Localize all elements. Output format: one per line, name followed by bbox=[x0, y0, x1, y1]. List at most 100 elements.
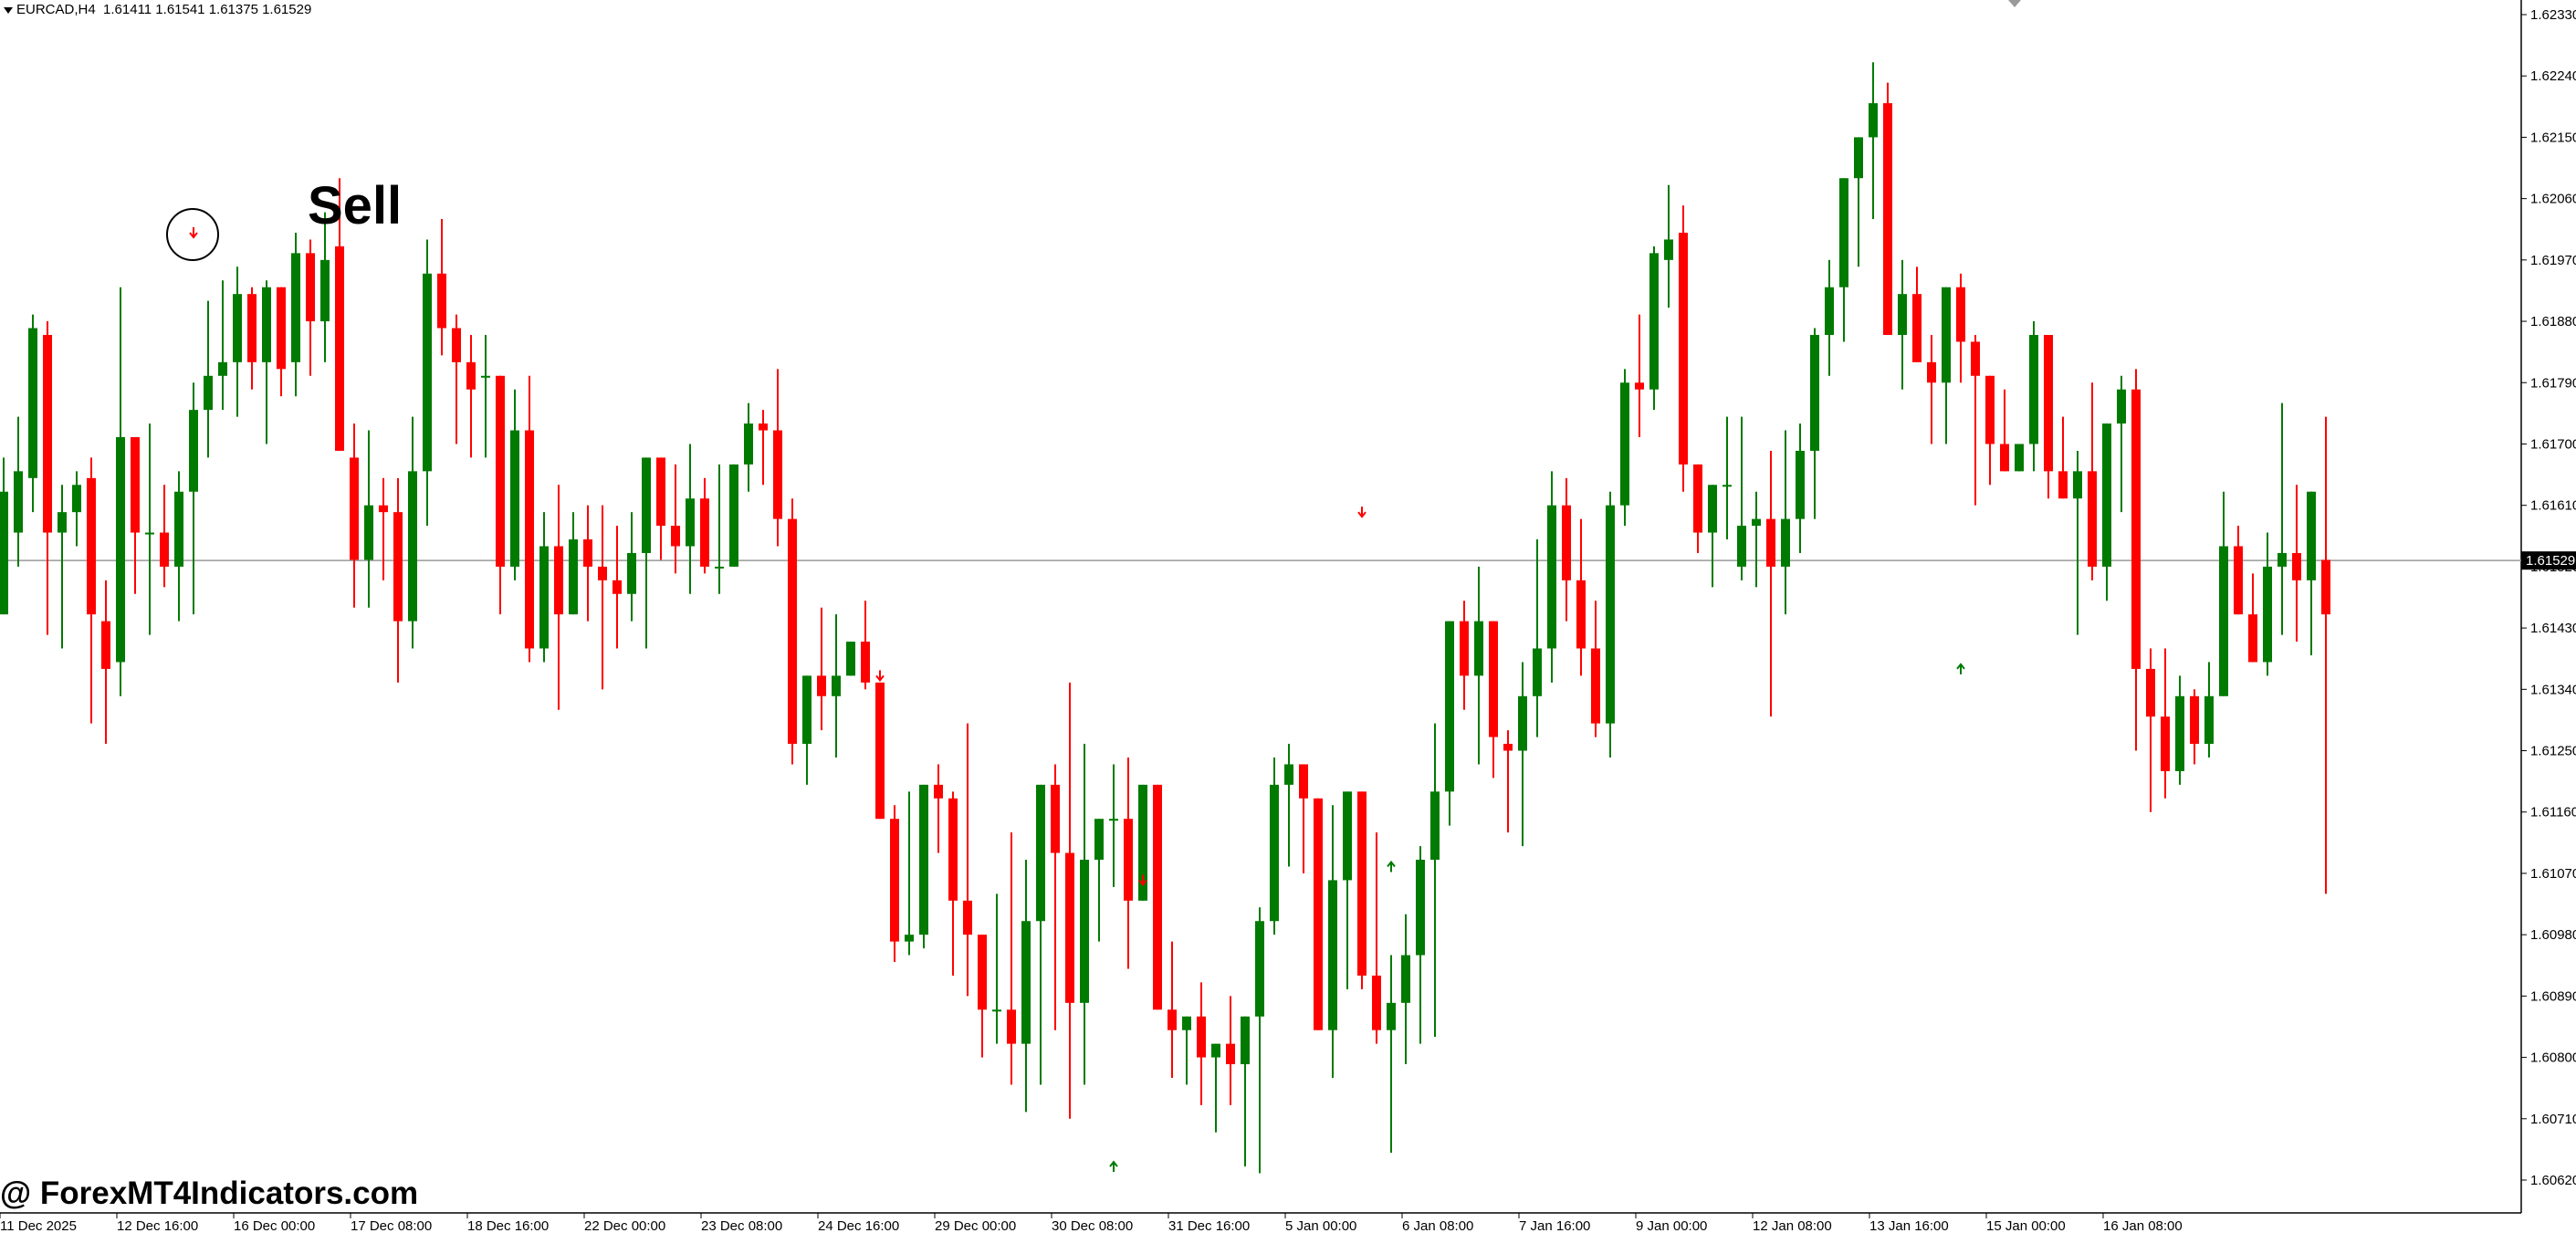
bearish-candle bbox=[1635, 314, 1644, 438]
collapse-triangle-icon[interactable] bbox=[4, 6, 13, 14]
candle-body bbox=[525, 430, 534, 649]
bearish-candle bbox=[671, 464, 680, 574]
bullish-candle bbox=[627, 512, 636, 622]
candle-body bbox=[43, 334, 52, 533]
candle-body bbox=[686, 498, 695, 547]
bearish-candle bbox=[2088, 382, 2097, 580]
chart-header: EURCAD,H4 1.61411 1.61541 1.61375 1.6152… bbox=[4, 2, 311, 17]
bullish-candle bbox=[510, 389, 519, 580]
bullish-candle bbox=[1723, 416, 1732, 540]
candle-body bbox=[2175, 695, 2184, 771]
candle-body bbox=[1503, 744, 1513, 751]
candle-body bbox=[1985, 375, 1995, 444]
candle-body bbox=[744, 423, 753, 465]
candle-body bbox=[1372, 975, 1381, 1030]
candle-body bbox=[992, 1009, 1001, 1012]
candle-body bbox=[1284, 764, 1293, 785]
candle-body bbox=[481, 375, 490, 378]
bearish-candle bbox=[131, 437, 140, 594]
candle-body bbox=[817, 675, 826, 696]
candle-body bbox=[277, 287, 286, 370]
bullish-candle bbox=[992, 893, 1001, 1044]
bearish-candle bbox=[598, 505, 607, 690]
price-axis-ticks: 1.62330 1.62240 1.62150 1.62060 1.61970 1.618… bbox=[2521, 7, 2576, 1188]
candle-body bbox=[963, 900, 972, 935]
candle-body bbox=[729, 464, 738, 567]
bearish-candle bbox=[1766, 450, 1775, 717]
bearish-candle bbox=[2044, 334, 2053, 499]
bullish-candle bbox=[1241, 1016, 1250, 1167]
candle-body bbox=[291, 253, 300, 362]
time-tick-label: 30 Dec 08:00 bbox=[1052, 1218, 1133, 1233]
bearish-candle bbox=[379, 477, 388, 580]
candle-body bbox=[613, 580, 622, 594]
bearish-candle bbox=[2234, 526, 2243, 615]
bullish-candle bbox=[2117, 375, 2126, 513]
bullish-candle bbox=[116, 287, 125, 696]
candle-body bbox=[174, 491, 183, 567]
candle-body bbox=[160, 532, 169, 567]
candle-body bbox=[1766, 518, 1775, 567]
candle-body bbox=[948, 798, 958, 901]
candle-body bbox=[1474, 621, 1483, 676]
time-tick-label: 17 Dec 08:00 bbox=[351, 1218, 432, 1233]
bearish-candle bbox=[466, 334, 476, 458]
candle-body bbox=[2278, 552, 2287, 567]
candle-body bbox=[2307, 491, 2316, 580]
bullish-candle bbox=[1387, 955, 1396, 1154]
candle-body bbox=[1021, 921, 1031, 1044]
candle-body bbox=[2000, 444, 2009, 472]
candle-body bbox=[671, 526, 680, 547]
sell-arrow-icon bbox=[1357, 507, 1367, 518]
candle-body bbox=[466, 361, 476, 390]
price-tick-label: 1.61340 bbox=[2530, 682, 2576, 697]
bullish-candle bbox=[1182, 1016, 1191, 1085]
chart-shift-marker-icon[interactable] bbox=[2008, 0, 2021, 7]
bullish-candle bbox=[1620, 369, 1629, 527]
candle-body bbox=[1416, 860, 1425, 956]
candle-body bbox=[131, 437, 140, 533]
candle-body bbox=[2058, 471, 2068, 499]
candle-body bbox=[1927, 361, 1936, 383]
bullish-candle bbox=[1810, 328, 1819, 519]
bearish-candle bbox=[2292, 485, 2301, 643]
bearish-candle bbox=[452, 314, 461, 444]
indicator-arrows bbox=[166, 207, 1965, 1173]
candle-body bbox=[72, 485, 81, 513]
candle-body bbox=[1752, 518, 1761, 527]
candle-body bbox=[28, 328, 37, 478]
bearish-candle bbox=[1299, 764, 1308, 873]
sell-arrow-icon bbox=[166, 207, 219, 261]
candle-body bbox=[846, 642, 855, 676]
price-tick-label: 1.60620 bbox=[2530, 1173, 2576, 1188]
candle-body bbox=[1387, 1002, 1396, 1030]
candle-body bbox=[452, 328, 461, 362]
candle-body bbox=[1051, 784, 1060, 853]
bullish-candle bbox=[28, 314, 37, 513]
price-tick-label: 1.62240 bbox=[2530, 68, 2576, 84]
bearish-candle bbox=[817, 607, 826, 731]
bullish-candle bbox=[1080, 744, 1089, 1085]
price-tick-label: 1.60710 bbox=[2530, 1112, 2576, 1127]
bullish-candle bbox=[174, 471, 183, 622]
candle-body bbox=[1839, 178, 1848, 287]
buy-arrow-icon bbox=[1387, 860, 1396, 873]
price-tick-label: 1.61250 bbox=[2530, 744, 2576, 759]
bullish-candle bbox=[2102, 423, 2111, 601]
candle-body bbox=[1562, 505, 1571, 580]
candle-body bbox=[408, 471, 417, 622]
candle-body bbox=[1883, 103, 1892, 335]
candle-body bbox=[1430, 791, 1440, 861]
candle-body bbox=[569, 539, 578, 615]
bearish-candle bbox=[87, 457, 96, 724]
bullish-candle bbox=[1796, 423, 1805, 553]
candle-body bbox=[934, 784, 943, 799]
candle-body bbox=[1255, 921, 1264, 1017]
candle-body bbox=[1211, 1043, 1220, 1058]
price-tick-label: 1.61430 bbox=[2530, 621, 2576, 636]
candle-body bbox=[802, 675, 812, 745]
bearish-candle bbox=[890, 805, 899, 963]
bullish-candle bbox=[2073, 450, 2082, 635]
candle-body bbox=[554, 546, 563, 615]
